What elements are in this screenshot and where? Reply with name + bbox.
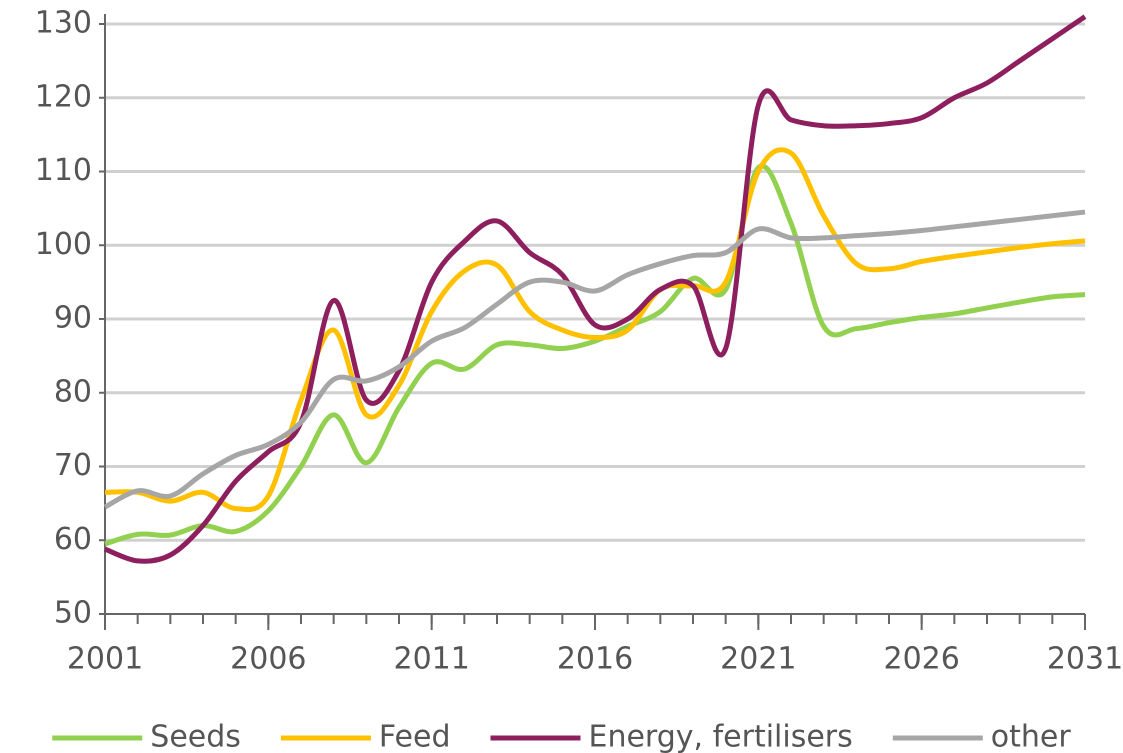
y-tick-label: 90 xyxy=(54,301,92,336)
y-tick-label: 60 xyxy=(54,522,92,557)
y-tick-label: 110 xyxy=(35,153,92,188)
x-tick-label: 2026 xyxy=(883,642,959,677)
series-line xyxy=(103,209,1086,510)
y-tick-label: 130 xyxy=(35,6,92,41)
legend-label: Feed xyxy=(379,720,451,753)
x-tick-label: 2006 xyxy=(230,642,306,677)
legend-label: Seeds xyxy=(150,720,241,753)
y-tick-label: 120 xyxy=(35,79,92,114)
x-tick-label: 2001 xyxy=(67,642,143,677)
x-tick-label: 2021 xyxy=(720,642,796,677)
legend-label: Energy, fertilisers xyxy=(589,720,853,753)
series-line xyxy=(104,147,1086,513)
y-tick-label: 50 xyxy=(54,596,92,631)
x-tick-label: 2016 xyxy=(557,642,633,677)
legend-label: other xyxy=(991,720,1072,753)
y-tick-label: 80 xyxy=(54,374,92,409)
series-line xyxy=(104,163,1086,547)
series-line xyxy=(104,14,1087,564)
y-tick-label: 100 xyxy=(35,227,92,262)
x-tick-label: 2031 xyxy=(1047,642,1123,677)
y-tick-label: 70 xyxy=(54,448,92,483)
x-tick-label: 2011 xyxy=(393,642,469,677)
